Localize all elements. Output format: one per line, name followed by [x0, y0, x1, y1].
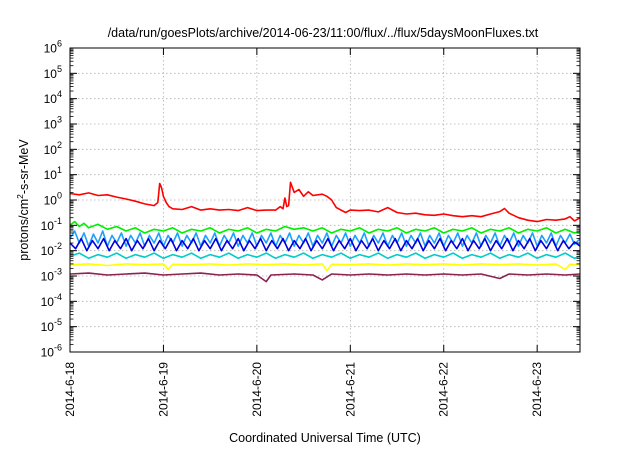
- y-tick-label: 103: [44, 115, 62, 132]
- y-tick-label: 105: [44, 64, 62, 81]
- y-tick-label: 10-1: [41, 216, 62, 233]
- grid-layer: [70, 48, 580, 352]
- x-tick-label: 2014-6-21: [343, 362, 357, 417]
- x-axis-label: Coordinated Universal Time (UTC): [229, 431, 421, 445]
- series-line-4: [69, 237, 581, 252]
- y-axis-label-superscript: 2: [15, 194, 25, 199]
- y-tick-label: 10-5: [41, 317, 62, 334]
- series-line-6: [69, 263, 581, 272]
- tick-layer: 10-6 10-5 10-4 10-3 10-2 10-1 100 101 102 103 104 1…: [41, 39, 580, 417]
- series-line-2: [69, 220, 581, 234]
- series-line-3: [69, 230, 581, 247]
- y-tick-label: 10-4: [41, 292, 62, 309]
- x-tick-label: 2014-6-22: [437, 362, 451, 417]
- y-tick-label: 102: [44, 140, 62, 157]
- y-tick-label: 10-2: [41, 241, 62, 258]
- y-axis-label: protons/cm2-s-sr-MeV: [15, 139, 31, 261]
- y-tick-label: 100: [44, 191, 62, 208]
- y-axis-label-units: -s-sr-MeV: [17, 139, 31, 195]
- series-layer: [69, 181, 581, 283]
- series-line-5: [69, 252, 581, 260]
- series-line-7: [69, 272, 581, 283]
- y-axis-label-main: protons/cm: [17, 199, 31, 261]
- x-tick-label: 2014-6-20: [250, 362, 264, 417]
- y-tick-label: 10-3: [41, 267, 62, 284]
- series-line-1: [69, 181, 581, 223]
- y-tick-label: 10-6: [41, 343, 62, 360]
- chart-title: /data/run/goesPlots/archive/2014-06-23/1…: [108, 26, 539, 40]
- y-tick-label: 101: [44, 165, 62, 182]
- y-tick-label: 106: [44, 39, 62, 56]
- y-tick-label: 104: [44, 89, 62, 106]
- x-tick-label: 2014-6-19: [156, 362, 170, 417]
- x-tick-label: 2014-6-23: [530, 362, 544, 417]
- x-tick-label: 2014-6-18: [63, 362, 77, 417]
